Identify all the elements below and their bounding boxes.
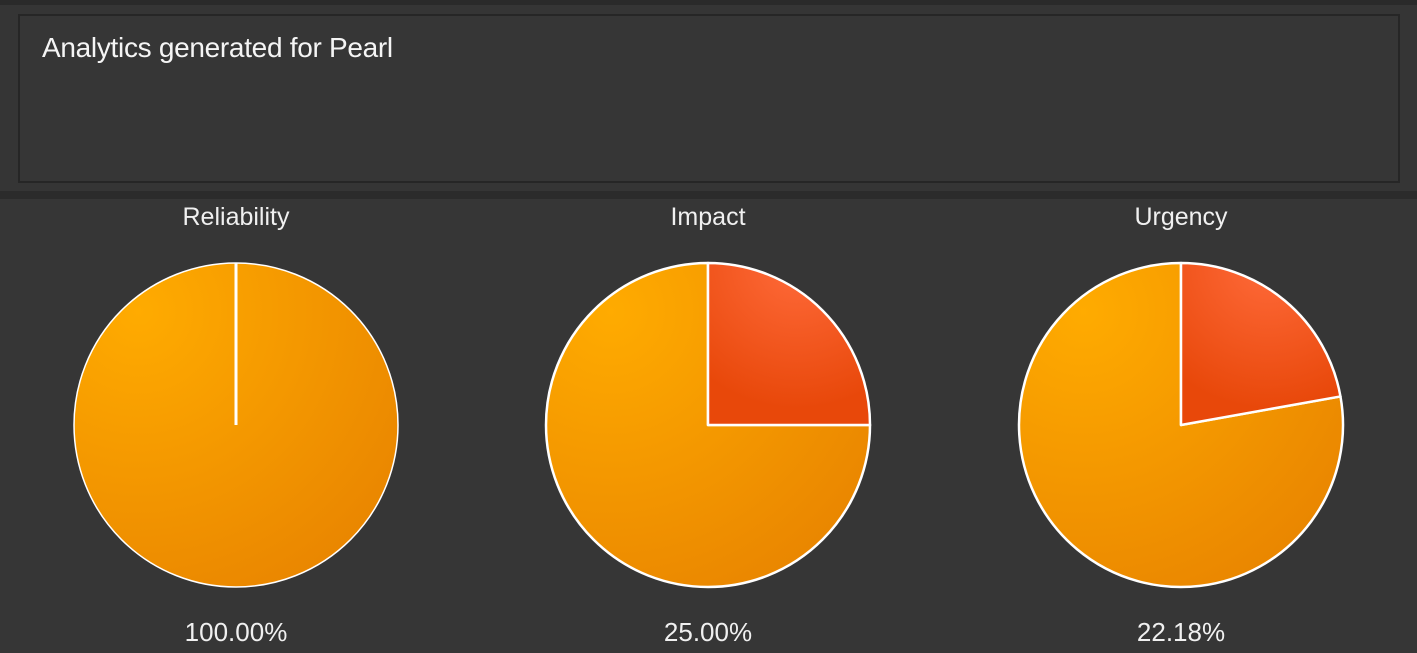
pie-slice-highlight — [706, 261, 872, 427]
pie-chart — [544, 261, 872, 589]
impact-chart: Impact 25.00% — [538, 199, 878, 653]
analytics-info-box: Analytics generated for Pearl — [18, 14, 1400, 183]
top-edge-bar — [0, 0, 1417, 5]
reliability-chart: Reliability 100.00% — [66, 199, 406, 653]
analytics-info-text: Analytics generated for Pearl — [42, 32, 393, 63]
pie-chart — [1017, 261, 1345, 589]
chart-value-label: 22.18% — [1136, 617, 1226, 647]
pie-slice-highlight — [1179, 261, 1342, 427]
charts-area: Reliability 100.00% Impact 25.00% Urgenc… — [0, 199, 1417, 653]
chart-title: Impact — [670, 203, 746, 231]
chart-title: Urgency — [1134, 203, 1228, 231]
pie-chart — [73, 262, 399, 588]
chart-value-label: 100.00% — [184, 617, 288, 647]
chart-value-label: 25.00% — [663, 617, 753, 647]
chart-title: Reliability — [182, 203, 290, 231]
section-divider — [0, 191, 1417, 199]
header-panel: Analytics generated for Pearl — [0, 5, 1417, 193]
urgency-chart: Urgency 22.18% — [1011, 199, 1351, 653]
